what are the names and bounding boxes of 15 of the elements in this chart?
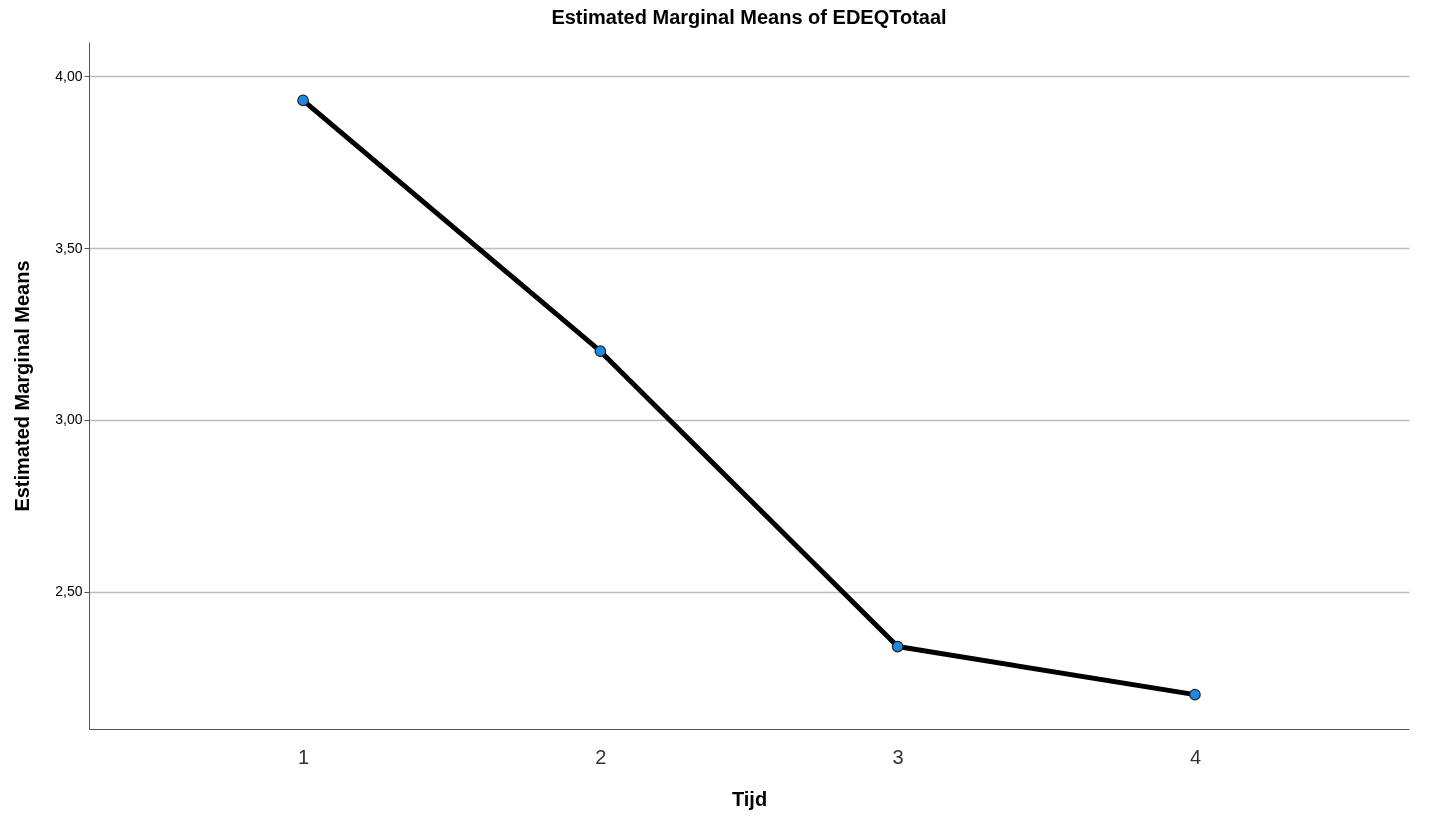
x-tick-label: 2 [595,745,607,768]
x-tick-label: 1 [297,745,310,768]
y-axis-title: Estimated Marginal Means [11,260,34,512]
y-tick-label: 3,00 [55,411,83,428]
x-tick-label: 3 [892,745,904,768]
x-tick-label: 4 [1189,745,1202,768]
y-tick-label: 3,50 [55,239,83,256]
point [594,345,607,357]
point [1189,688,1201,701]
chart-title: Estimated Marginal Means of EDEQTotaal [551,6,947,28]
point [297,94,309,107]
y-tick-label: 4,00 [55,67,83,84]
x-axis-title: Tijd [731,787,768,810]
y-tick-label: 2,50 [55,583,83,600]
point [891,640,904,653]
